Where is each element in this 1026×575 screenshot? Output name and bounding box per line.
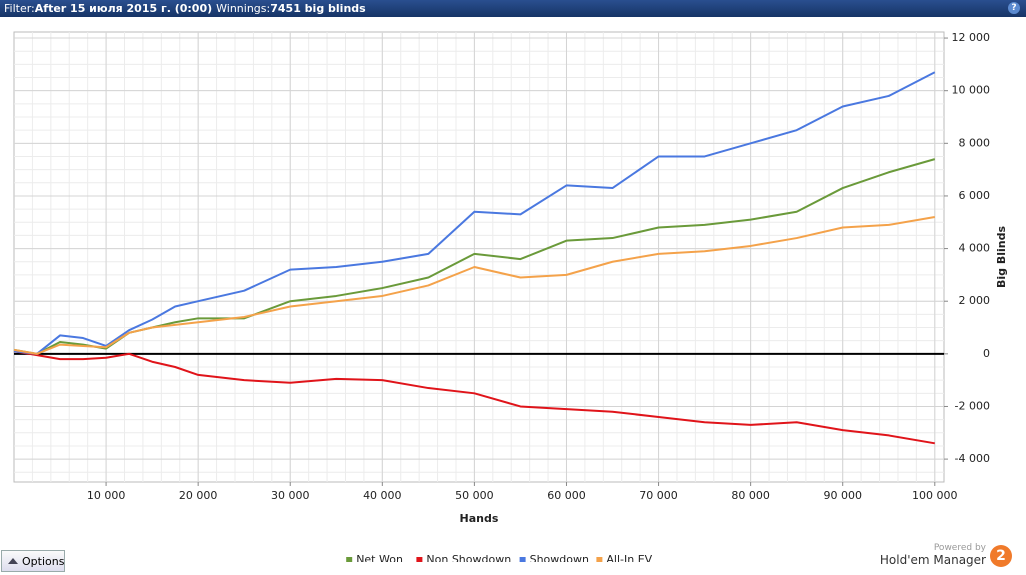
series-line bbox=[13, 216, 935, 355]
options-button[interactable]: Options bbox=[1, 550, 65, 572]
filter-label: Filter: bbox=[4, 2, 35, 15]
x-tick-label: 60 000 bbox=[547, 489, 586, 502]
y-tick-label: 6 000 bbox=[959, 189, 991, 202]
branding: Powered by Hold'em Manager 2 bbox=[880, 543, 1012, 567]
x-tick-label: 70 000 bbox=[639, 489, 678, 502]
series-line bbox=[13, 71, 936, 355]
legend-label: All-In EV bbox=[606, 553, 652, 562]
x-axis-title: Hands bbox=[460, 512, 499, 525]
winnings-value: 7451 big blinds bbox=[270, 2, 366, 15]
x-tick-label: 30 000 bbox=[271, 489, 310, 502]
legend-marker bbox=[596, 557, 603, 562]
legend-marker bbox=[416, 557, 423, 562]
legend-label: Showdown bbox=[530, 553, 589, 562]
legend-label: Net Won bbox=[356, 553, 403, 562]
help-button[interactable]: ? bbox=[1008, 2, 1020, 14]
x-tick-label: 100 000 bbox=[912, 489, 958, 502]
y-tick-label: 12 000 bbox=[952, 31, 991, 44]
y-tick-label: -2 000 bbox=[955, 399, 990, 412]
y-axis-title: Big Blinds bbox=[995, 226, 1008, 288]
powered-by: Powered by bbox=[933, 543, 986, 553]
options-label: Options bbox=[22, 555, 65, 568]
winnings-label: Winnings: bbox=[216, 2, 271, 15]
series-line bbox=[13, 350, 935, 445]
y-tick-label: 2 000 bbox=[959, 294, 991, 307]
legend-marker bbox=[519, 557, 526, 562]
filter-value: After 15 июля 2015 г. (0:00) bbox=[34, 2, 213, 15]
x-tick-label: 20 000 bbox=[179, 489, 218, 502]
series-line bbox=[13, 158, 936, 355]
x-tick-label: 40 000 bbox=[363, 489, 402, 502]
y-tick-label: 4 000 bbox=[959, 242, 991, 255]
x-tick-label: 90 000 bbox=[823, 489, 862, 502]
brand-name: Hold'em Manager bbox=[879, 553, 986, 567]
y-tick-label: 8 000 bbox=[959, 136, 991, 149]
chart: 10 000 20 000 30 000 40 000 50 000 60 000 70 0… bbox=[13, 31, 1008, 562]
x-tick-label: 50 000 bbox=[455, 489, 494, 502]
plot-area bbox=[13, 31, 945, 483]
x-tick-label: 80 000 bbox=[731, 489, 770, 502]
y-tick-label: 0 bbox=[983, 347, 990, 360]
filter-bar: Filter:After 15 июля 2015 г. (0:00) Winni… bbox=[0, 0, 1026, 17]
x-tick-label: 10 000 bbox=[87, 489, 126, 502]
y-tick-label: -4 000 bbox=[955, 452, 990, 465]
legend-marker bbox=[346, 557, 353, 562]
brand-badge: 2 bbox=[990, 545, 1012, 567]
legend-label: Non Showdown bbox=[426, 553, 511, 562]
y-tick-label: 10 000 bbox=[952, 84, 991, 97]
